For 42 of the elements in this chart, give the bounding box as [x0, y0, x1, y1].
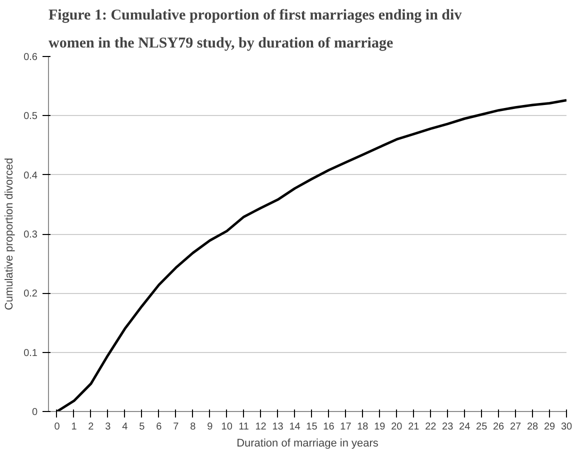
y-tick-label: 0.5 — [24, 111, 38, 122]
x-tick-label: 5 — [139, 422, 146, 432]
chart-title: Figure 1: Cumulative proportion of first marriages ending in div — [48, 8, 462, 24]
x-tick-label: 13 — [272, 422, 284, 432]
x-tick-label: 2 — [88, 422, 94, 432]
x-tick-label: 14 — [289, 422, 301, 432]
y-tick-label: 0.6 — [24, 52, 38, 63]
x-tick-label: 10 — [221, 422, 233, 432]
x-tick-label: 25 — [476, 422, 488, 432]
x-tick-label: 30 — [560, 422, 572, 432]
x-tick-label: 23 — [442, 422, 454, 432]
x-tick-label: 12 — [255, 422, 267, 432]
x-tick-label: 16 — [323, 422, 335, 432]
y-tick-label: 0.2 — [24, 288, 38, 300]
y-tick-label: 0.4 — [24, 170, 38, 182]
x-tick-label: 28 — [526, 422, 539, 432]
x-tick-label: 7 — [173, 422, 180, 432]
y-tick-label: 0.1 — [24, 348, 38, 359]
x-tick-label: 15 — [306, 422, 318, 432]
x-tick-label: 3 — [105, 422, 112, 432]
y-axis-title: Cumulative proportion divorced — [4, 158, 16, 310]
x-tick-label: 26 — [493, 422, 505, 432]
x-tick-label: 18 — [357, 422, 369, 432]
y-tick-label: 0 — [32, 407, 38, 418]
x-tick-label: 6 — [156, 422, 162, 432]
x-tick-label: 8 — [190, 422, 196, 432]
x-tick-label: 1 — [71, 422, 78, 432]
x-tick-label: 20 — [391, 422, 403, 432]
x-tick-label: 9 — [207, 422, 214, 432]
x-tick-label: 24 — [459, 422, 471, 432]
x-tick-label: 19 — [374, 422, 386, 432]
x-tick-label: 29 — [544, 422, 556, 432]
x-tick-label: 17 — [340, 422, 352, 432]
x-axis-title: Duration of marriage in years — [236, 438, 379, 450]
y-tick-label: 0.3 — [24, 230, 38, 240]
x-tick-label: 22 — [425, 422, 437, 432]
x-tick-label: 27 — [510, 422, 522, 432]
chart-subtitle: women in the NLSY79 study, by duration of marriage — [48, 36, 394, 52]
x-tick-label: 11 — [238, 422, 250, 432]
x-tick-label: 21 — [408, 422, 420, 432]
x-tick-label: 4 — [122, 422, 128, 432]
x-tick-label: 0 — [54, 422, 60, 432]
